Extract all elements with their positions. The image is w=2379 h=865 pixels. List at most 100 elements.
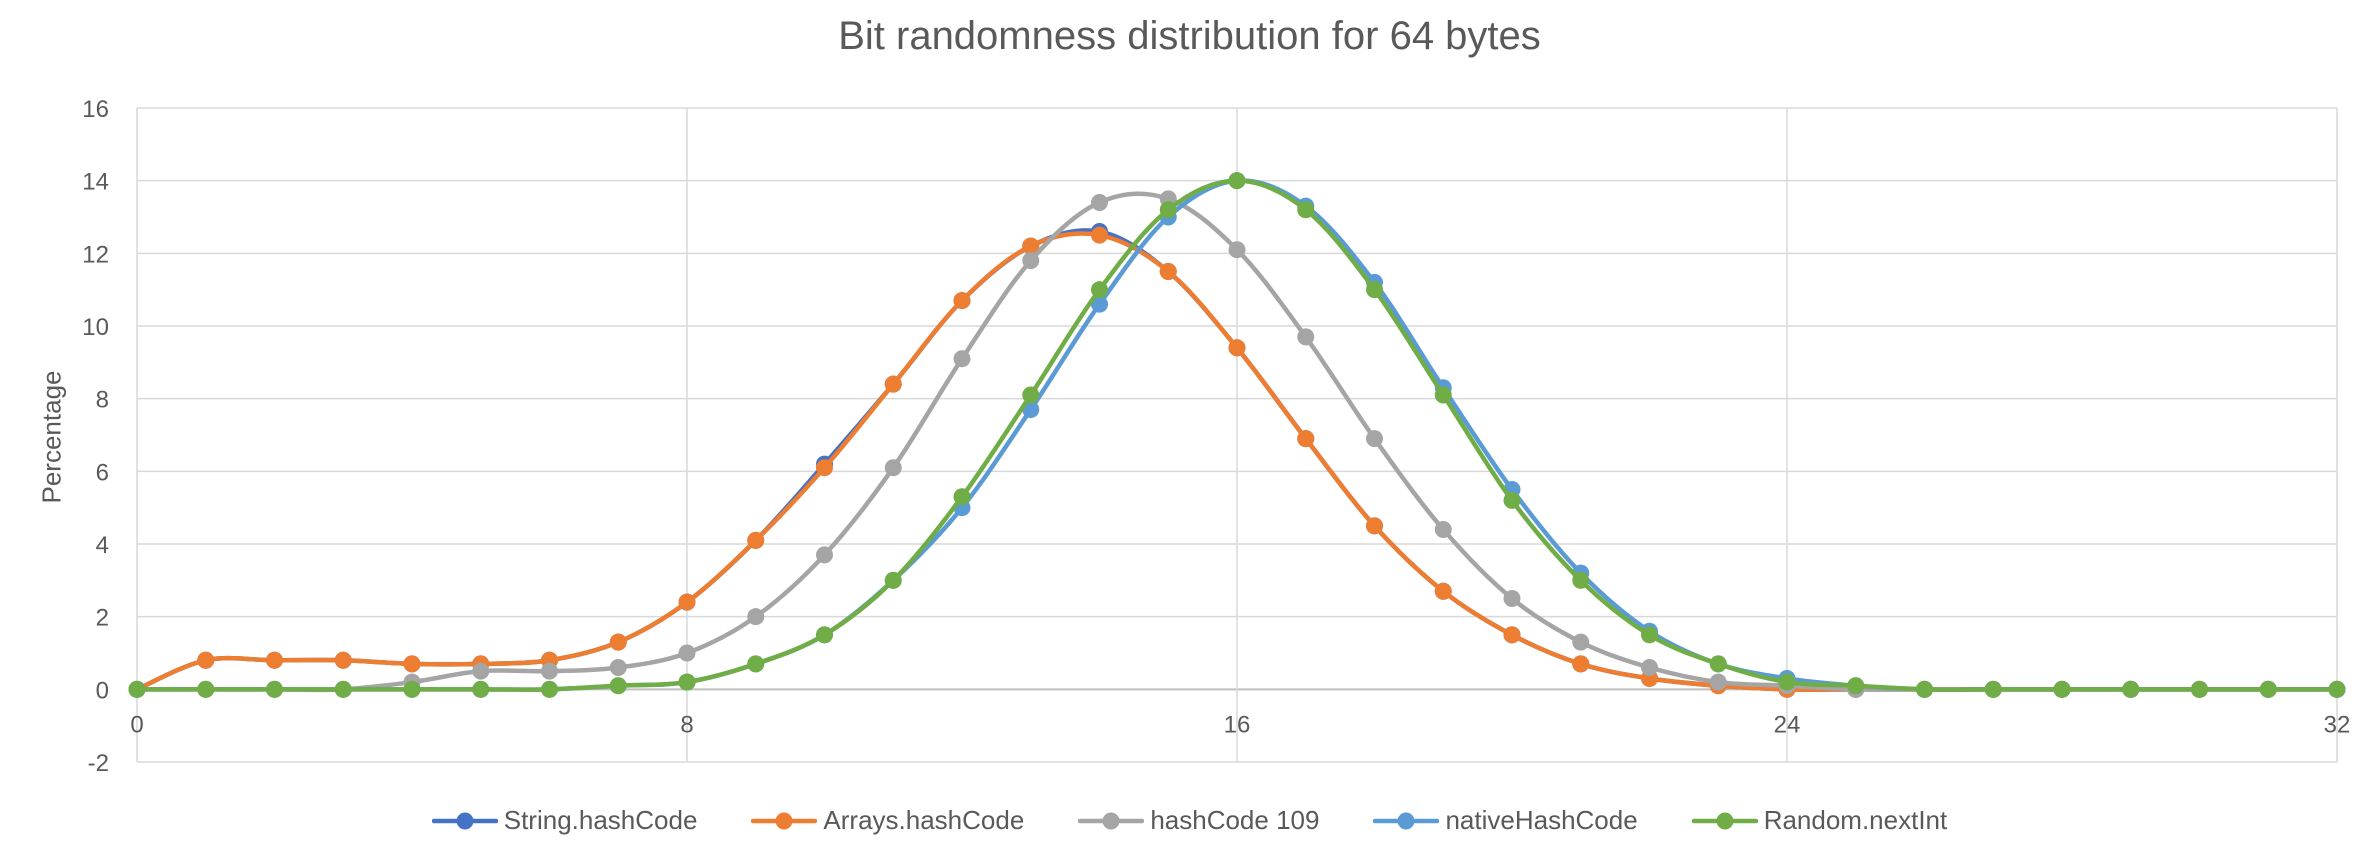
data-point-random-nextint <box>1778 673 1796 691</box>
data-point-random-nextint <box>1297 201 1315 219</box>
y-tick-label: 8 <box>96 387 109 414</box>
data-point-random-nextint <box>678 673 696 691</box>
data-point-arrays-hashcode <box>1159 263 1177 280</box>
data-point-random-nextint <box>2328 680 2346 698</box>
data-point-hashcode-109 <box>1366 430 1383 448</box>
data-point-random-nextint <box>472 680 490 698</box>
x-tick-label: 0 <box>130 711 143 738</box>
legend-marker <box>431 812 498 829</box>
data-point-hashcode-109 <box>472 662 490 680</box>
data-point-hashcode-109 <box>1228 241 1246 259</box>
data-point-arrays-hashcode <box>334 651 352 669</box>
legend-label: Random.nextInt <box>1763 805 1948 835</box>
data-point-arrays-hashcode <box>1297 430 1315 448</box>
data-point-random-nextint <box>1847 677 1865 695</box>
legend-item-string-hashcode: String.hashCode <box>431 805 698 836</box>
data-point-arrays-hashcode <box>197 651 215 669</box>
data-point-arrays-hashcode <box>1091 226 1108 244</box>
data-point-hashcode-109 <box>884 459 902 477</box>
data-point-random-nextint <box>1709 655 1727 673</box>
data-point-arrays-hashcode <box>403 655 421 673</box>
data-point-arrays-hashcode <box>1022 237 1040 255</box>
y-tick-label: 2 <box>96 605 109 632</box>
y-tick-label: 6 <box>96 459 109 486</box>
data-point-random-nextint <box>2191 680 2208 698</box>
gridlines <box>136 107 2338 763</box>
data-point-hashcode-109 <box>1572 633 1590 651</box>
x-tick-label: 32 <box>2324 711 2351 738</box>
y-tick-label: -2 <box>88 750 109 777</box>
data-point-arrays-hashcode <box>1366 517 1383 535</box>
x-tick-label: 24 <box>1774 711 1801 738</box>
data-point-random-nextint <box>2122 680 2140 698</box>
legend-label: hashCode 109 <box>1150 805 1320 835</box>
data-point-random-nextint <box>1572 571 1590 589</box>
data-point-hashcode-109 <box>1022 252 1040 270</box>
legend-marker <box>1691 812 1758 829</box>
legend-label: nativeHashCode <box>1445 805 1638 835</box>
data-point-random-nextint <box>128 680 146 698</box>
data-point-random-nextint <box>197 680 215 698</box>
y-tick-label: 16 <box>82 96 109 123</box>
data-point-arrays-hashcode <box>953 292 971 310</box>
data-point-random-nextint <box>403 680 421 698</box>
series-random-nextint <box>128 172 2346 698</box>
data-point-hashcode-109 <box>953 350 971 368</box>
data-point-random-nextint <box>1228 172 1246 190</box>
data-point-random-nextint <box>816 626 833 644</box>
data-point-arrays-hashcode <box>678 593 696 611</box>
data-point-random-nextint <box>1984 680 2002 698</box>
y-tick-label: 10 <box>82 314 109 341</box>
data-point-random-nextint <box>609 677 627 695</box>
data-point-arrays-hashcode <box>747 531 765 549</box>
data-point-hashcode-109 <box>1641 659 1658 677</box>
data-point-random-nextint <box>884 571 902 589</box>
data-point-random-nextint <box>2259 680 2277 698</box>
legend-marker <box>751 812 818 829</box>
data-point-random-nextint <box>747 655 765 673</box>
data-point-random-nextint <box>1159 201 1177 219</box>
x-tick-label: 16 <box>1224 711 1251 738</box>
data-point-arrays-hashcode <box>1503 626 1521 644</box>
data-point-arrays-hashcode <box>1228 339 1246 357</box>
y-tick-label: 14 <box>82 169 109 196</box>
data-point-random-nextint <box>541 680 558 698</box>
data-point-random-nextint <box>1091 281 1108 299</box>
data-point-random-nextint <box>1916 680 1933 698</box>
data-point-hashcode-109 <box>609 659 627 677</box>
series-lines <box>128 172 2346 698</box>
data-point-arrays-hashcode <box>1572 655 1590 673</box>
data-point-arrays-hashcode <box>884 375 902 393</box>
data-point-hashcode-109 <box>1503 590 1521 607</box>
legend-label: String.hashCode <box>503 805 698 835</box>
data-point-random-nextint <box>1434 386 1452 404</box>
legend-marker <box>1078 812 1145 829</box>
data-point-hashcode-109 <box>816 546 833 564</box>
data-point-random-nextint <box>1503 491 1521 509</box>
data-point-random-nextint <box>1641 626 1658 644</box>
data-point-hashcode-109 <box>1297 328 1315 346</box>
legend: String.hashCode Arrays.hashCode hashCode 1… <box>0 805 2379 836</box>
data-point-arrays-hashcode <box>266 651 283 669</box>
data-point-random-nextint <box>1022 386 1040 404</box>
data-point-random-nextint <box>953 488 971 506</box>
legend-marker <box>1373 812 1440 829</box>
legend-item-arrays-hashcode: Arrays.hashCode <box>751 805 1024 836</box>
data-point-hashcode-109 <box>1709 673 1727 691</box>
data-point-random-nextint <box>1366 281 1383 299</box>
y-tick-label: 12 <box>82 241 109 268</box>
data-point-hashcode-109 <box>1091 193 1108 211</box>
data-point-random-nextint <box>2053 680 2071 698</box>
data-point-hashcode-109 <box>1434 520 1452 538</box>
data-point-hashcode-109 <box>678 644 696 662</box>
legend-item-nativehashcode: nativeHashCode <box>1373 805 1638 836</box>
legend-item-hashcode-109: hashCode 109 <box>1078 805 1319 836</box>
legend-item-random-nextint: Random.nextInt <box>1691 805 1948 836</box>
data-point-arrays-hashcode <box>816 459 833 477</box>
legend-label: Arrays.hashCode <box>823 805 1025 835</box>
y-tick-label: 0 <box>96 677 109 704</box>
y-tick-label: 4 <box>96 532 109 559</box>
data-point-arrays-hashcode <box>609 633 627 651</box>
